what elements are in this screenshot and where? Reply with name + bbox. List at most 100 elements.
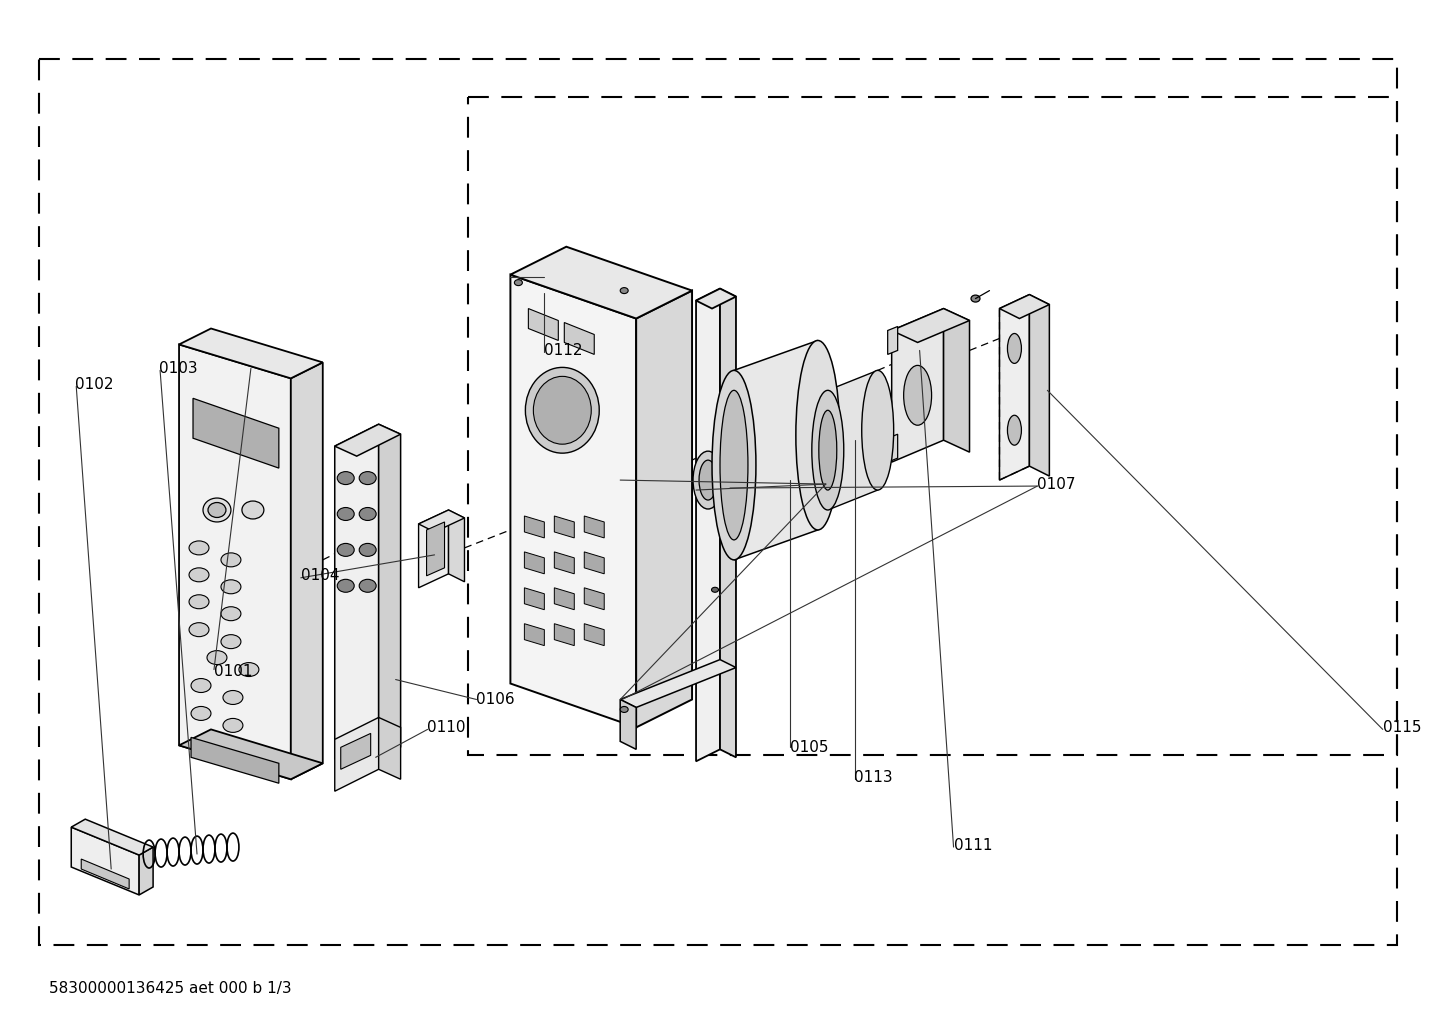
Polygon shape bbox=[418, 510, 464, 532]
Ellipse shape bbox=[189, 595, 209, 608]
Text: 0112: 0112 bbox=[544, 343, 583, 358]
Polygon shape bbox=[620, 659, 735, 707]
Polygon shape bbox=[554, 624, 574, 646]
Ellipse shape bbox=[242, 501, 264, 519]
Polygon shape bbox=[71, 827, 138, 895]
Polygon shape bbox=[525, 588, 544, 609]
Ellipse shape bbox=[812, 390, 844, 510]
Ellipse shape bbox=[337, 543, 355, 556]
Ellipse shape bbox=[796, 340, 839, 530]
Ellipse shape bbox=[970, 296, 981, 302]
Text: 0107: 0107 bbox=[1037, 477, 1076, 491]
Polygon shape bbox=[340, 734, 371, 769]
Ellipse shape bbox=[221, 580, 241, 594]
Polygon shape bbox=[510, 275, 636, 728]
Polygon shape bbox=[564, 322, 594, 355]
Text: 0111: 0111 bbox=[953, 838, 992, 853]
Text: 0101: 0101 bbox=[213, 664, 252, 679]
Ellipse shape bbox=[208, 650, 226, 664]
Polygon shape bbox=[81, 859, 130, 889]
Ellipse shape bbox=[359, 580, 376, 592]
Polygon shape bbox=[448, 510, 464, 582]
Text: 0110: 0110 bbox=[427, 719, 466, 735]
Polygon shape bbox=[888, 434, 898, 463]
Ellipse shape bbox=[189, 541, 209, 555]
Polygon shape bbox=[999, 294, 1030, 480]
Polygon shape bbox=[636, 290, 692, 728]
Polygon shape bbox=[71, 819, 153, 855]
Ellipse shape bbox=[359, 543, 376, 556]
Ellipse shape bbox=[1008, 333, 1021, 364]
Ellipse shape bbox=[534, 376, 591, 444]
Ellipse shape bbox=[208, 502, 226, 518]
Polygon shape bbox=[1030, 294, 1050, 476]
Ellipse shape bbox=[189, 568, 209, 582]
Polygon shape bbox=[190, 738, 278, 784]
Ellipse shape bbox=[359, 507, 376, 521]
Ellipse shape bbox=[337, 472, 355, 485]
Polygon shape bbox=[554, 552, 574, 574]
Polygon shape bbox=[999, 294, 1050, 319]
Ellipse shape bbox=[224, 718, 242, 733]
Polygon shape bbox=[584, 552, 604, 574]
Polygon shape bbox=[379, 424, 401, 747]
Polygon shape bbox=[525, 624, 544, 646]
Polygon shape bbox=[335, 424, 401, 457]
Polygon shape bbox=[427, 522, 444, 576]
Text: 0115: 0115 bbox=[1383, 719, 1422, 735]
Polygon shape bbox=[525, 552, 544, 574]
Polygon shape bbox=[291, 363, 323, 780]
Ellipse shape bbox=[711, 587, 718, 592]
Ellipse shape bbox=[515, 279, 522, 285]
Ellipse shape bbox=[819, 411, 836, 490]
Polygon shape bbox=[193, 398, 278, 468]
Polygon shape bbox=[554, 516, 574, 538]
Polygon shape bbox=[720, 288, 735, 757]
Ellipse shape bbox=[694, 451, 722, 510]
Ellipse shape bbox=[190, 706, 211, 720]
Polygon shape bbox=[179, 328, 323, 378]
Polygon shape bbox=[584, 624, 604, 646]
Polygon shape bbox=[943, 309, 969, 452]
Polygon shape bbox=[528, 309, 558, 340]
Polygon shape bbox=[525, 516, 544, 538]
Ellipse shape bbox=[525, 368, 600, 453]
Polygon shape bbox=[138, 847, 153, 895]
Text: 0102: 0102 bbox=[75, 377, 114, 392]
Text: 0106: 0106 bbox=[476, 692, 515, 707]
Polygon shape bbox=[620, 699, 636, 749]
Polygon shape bbox=[891, 309, 943, 463]
Ellipse shape bbox=[620, 706, 629, 712]
Ellipse shape bbox=[712, 370, 756, 559]
Ellipse shape bbox=[221, 635, 241, 649]
Polygon shape bbox=[828, 370, 878, 510]
Polygon shape bbox=[891, 309, 969, 342]
Text: 58300000136425 aet 000 b 1/3: 58300000136425 aet 000 b 1/3 bbox=[49, 981, 291, 997]
Ellipse shape bbox=[239, 662, 260, 677]
Polygon shape bbox=[335, 424, 379, 759]
Ellipse shape bbox=[221, 553, 241, 567]
Polygon shape bbox=[584, 516, 604, 538]
Polygon shape bbox=[179, 344, 291, 780]
Polygon shape bbox=[888, 326, 898, 355]
Polygon shape bbox=[179, 730, 323, 780]
Polygon shape bbox=[510, 247, 692, 319]
Polygon shape bbox=[335, 717, 379, 791]
Ellipse shape bbox=[203, 498, 231, 522]
Polygon shape bbox=[379, 717, 401, 780]
Polygon shape bbox=[418, 510, 448, 588]
Text: 0105: 0105 bbox=[790, 740, 828, 755]
Ellipse shape bbox=[720, 390, 748, 540]
Ellipse shape bbox=[221, 606, 241, 621]
Ellipse shape bbox=[862, 370, 894, 490]
Polygon shape bbox=[696, 288, 735, 309]
Ellipse shape bbox=[904, 366, 932, 425]
Ellipse shape bbox=[337, 507, 355, 521]
Ellipse shape bbox=[699, 461, 717, 500]
Text: 0103: 0103 bbox=[159, 361, 198, 376]
Ellipse shape bbox=[189, 623, 209, 637]
Ellipse shape bbox=[190, 679, 211, 693]
Polygon shape bbox=[584, 588, 604, 609]
Text: 0104: 0104 bbox=[301, 569, 339, 583]
Ellipse shape bbox=[620, 287, 629, 293]
